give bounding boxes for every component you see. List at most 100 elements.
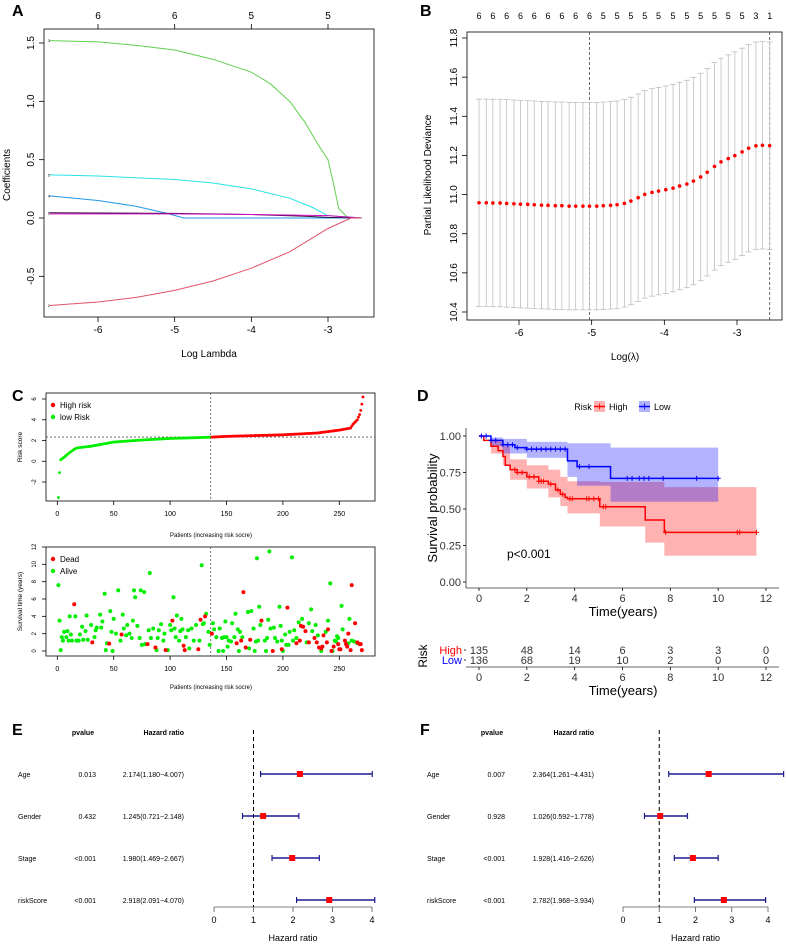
deviance-point [746,146,751,150]
deviance-point [691,179,696,183]
x-tick-label: 100 [164,666,176,673]
alive-point [180,627,185,632]
x-tick-label: -5 [170,325,179,336]
x-tick-label: -6 [515,328,524,339]
row-label: Stage [18,856,36,863]
y-tick-label: 2 [32,631,38,635]
deviance-point [677,184,682,188]
deviance-point [587,204,592,208]
alive-point [159,622,164,627]
x-tick-label: 2 [693,915,698,925]
deviance-point [532,202,537,207]
risk-table-count: 48 [521,645,533,657]
y-tick-label: 8 [32,579,38,583]
x-tick-label: 3 [330,915,335,925]
risk-table-count: 68 [521,655,533,667]
y-tick-label: 0.00 [440,577,461,589]
alive-point [262,638,267,643]
censor-mark [646,475,652,481]
y-tick-label: 0.25 [440,541,461,553]
x-tick-label: 0 [55,511,59,518]
alive-point [283,632,288,637]
deviance-point [512,201,516,206]
alive-point [151,626,156,631]
alive-point [138,588,143,593]
alive-point [142,590,147,595]
alive-point [99,625,104,630]
row-pvalue: <0.001 [74,898,96,905]
x-tick-label: 4 [572,672,578,684]
alive-point [173,635,178,640]
top-axis-label: 5 [628,11,633,21]
x-tick-label: 2 [290,915,295,925]
x-tick-label: 10 [712,593,724,605]
alive-point [240,635,245,640]
x-tick-label: 0 [55,666,59,673]
dead-point [346,631,351,636]
row-label: Age [18,772,31,779]
deviance-point [760,143,765,148]
x-tick-label: 2 [524,593,530,605]
alive-point [263,649,268,653]
dead-point [285,605,290,610]
risk-table-count: 0 [763,655,769,667]
dead-point [353,621,358,626]
alive-point [118,638,123,643]
censor-mark [557,446,563,452]
x-tick-label: 10 [712,672,724,684]
alive-point [148,636,153,640]
row-hazard-ratio: 2.364(1.261−4.431) [533,772,594,779]
top-axis-label: 5 [712,11,717,21]
top-axis-label: 5 [726,11,731,21]
risk-table-count: 10 [616,655,628,667]
alive-point [206,629,211,634]
dead-point [241,590,246,595]
alive-point [268,626,273,631]
risk-table-count: 0 [715,655,721,667]
x-tick-label: -6 [94,325,103,336]
risk-table-x-label: Time(years) [589,683,658,698]
deviance-point [601,203,606,208]
y-tick-label: 0.50 [440,504,461,516]
alive-point [258,623,263,627]
panel-label-c: C [12,388,24,405]
dead-point [170,618,175,623]
hazard-ratio-header: Hazard ratio [144,730,184,737]
y-tick-label: 11.8 [449,28,460,47]
alive-point [64,635,69,640]
alive-point [80,624,85,629]
risk-score-point [355,418,359,422]
alive-point [333,639,338,644]
deviance-point [553,203,558,208]
dead-point [196,647,201,652]
alive-point [300,616,305,621]
plot-frame [43,28,375,318]
top-axis-label: 5 [656,11,661,21]
alive-point [306,621,311,626]
x-tick-label: 250 [333,511,345,518]
alive-point [127,631,132,636]
censor-mark [586,496,592,502]
x-tick-label: -3 [324,325,333,336]
dead-point [90,640,95,645]
censor-mark [636,475,642,481]
alive-point [60,638,65,643]
censor-mark [753,529,759,535]
y-tick-label: 10.4 [449,302,460,322]
alive-point [210,621,215,626]
row-label: Stage [427,856,445,863]
alive-point [85,637,90,642]
coefficient-path-label: 6 [48,210,51,215]
x-tick-label: 0 [476,593,482,605]
alive-point [347,616,352,621]
alive-point [236,649,241,653]
y-tick-label: -0.5 [26,267,37,285]
y-tick-label: 10.6 [449,263,460,283]
row-label: Gender [427,814,451,821]
row-pvalue: <0.001 [483,856,505,863]
alive-point [275,639,280,644]
censor-mark [629,475,635,481]
y-tick-label: 11.6 [449,67,460,86]
alive-point [89,623,94,627]
row-hazard-ratio: 1.026(0.592−1.778) [533,814,594,821]
